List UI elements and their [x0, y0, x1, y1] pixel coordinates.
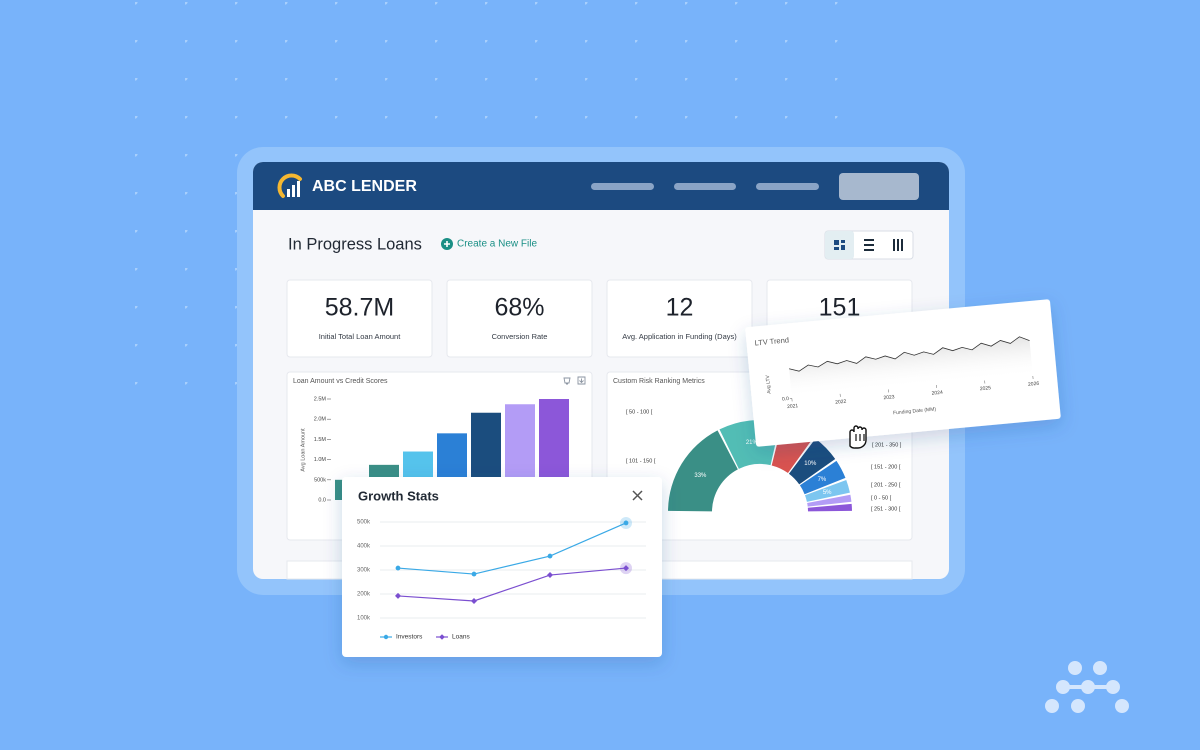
create-button[interactable]: Create a New File: [441, 238, 537, 250]
kpi-card: [286, 279, 433, 358]
y-tick-label: 1.0M: [314, 457, 327, 463]
series-line: [397, 522, 627, 575]
kpi-label: Initial Total Loan Amount: [319, 332, 402, 341]
grid-view[interactable]: [825, 231, 854, 259]
hand-cursor: [849, 425, 867, 449]
nav-button[interactable]: [839, 173, 919, 200]
legend-marker: [383, 634, 389, 640]
nav-item[interactable]: [756, 183, 819, 190]
growth-title: Growth Stats: [358, 488, 439, 503]
y-tick-label: 200k: [357, 592, 371, 598]
pie-segment: [788, 438, 836, 485]
point: [395, 592, 401, 599]
pie-segment: [799, 460, 846, 495]
nav-item[interactable]: [591, 183, 654, 190]
kpi-value: 68%: [494, 294, 544, 322]
kpi-label: Avg. Application in Funding (Days): [622, 332, 737, 341]
y-tick-label: 2.5M: [314, 396, 327, 402]
chart-title: Loan Amount vs Credit Scores: [293, 378, 388, 385]
legend-marker: [439, 634, 445, 640]
chart-title: LTV Trend: [754, 335, 789, 347]
point: [623, 520, 629, 526]
segment-label: 5%: [823, 490, 832, 496]
view-toggle: [824, 230, 914, 260]
y-tick-label: 500k: [314, 477, 326, 483]
legend-label: [ 50 - 100 [: [626, 409, 653, 415]
column-view[interactable]: [893, 239, 903, 251]
point: [471, 597, 477, 604]
x-tick-label: 2025: [980, 385, 992, 392]
dot-pattern: [120, 0, 880, 150]
close-button[interactable]: [632, 490, 643, 501]
risk-chart: Custom Risk Ranking Metrics 33% 21% 10% 7% 5%…: [613, 378, 902, 513]
ltv-card: LTV Trend Avg LTV Funding Date (MM) 0.02021…: [745, 299, 1061, 447]
y-tick-label: 400k: [357, 544, 371, 550]
kpi-card: [446, 279, 593, 358]
chart-title: Custom Risk Ranking Metrics: [613, 378, 705, 385]
legend-label: Loans: [452, 634, 470, 641]
kpi-value: 12: [666, 294, 694, 322]
segment-label: 7%: [818, 477, 827, 483]
legend-label: Investors: [396, 634, 423, 641]
legend-label: [ 251 - 300 [: [871, 506, 901, 512]
y-tick-label: 100k: [357, 616, 371, 622]
point: [547, 553, 553, 559]
bell-icon[interactable]: [563, 377, 571, 385]
segment-label: 10%: [804, 461, 817, 467]
x-tick-label: 2021: [787, 403, 799, 410]
y-tick-label: 0.0: [318, 497, 326, 503]
y-tick-label: 0.0: [782, 396, 790, 403]
page-title: In Progress Loans: [288, 235, 422, 253]
line: [789, 336, 1030, 372]
kpi-value: 151: [819, 294, 861, 322]
series-line: [397, 567, 627, 602]
y-tick-label: 1.5M: [314, 437, 327, 443]
point: [395, 565, 401, 571]
legend-label: [ 151 - 200 [: [871, 464, 901, 470]
x-tick-label: 2022: [835, 399, 847, 406]
pie-segment: [807, 494, 852, 507]
point: [471, 571, 477, 577]
y-tick-label: 2.0M: [314, 417, 327, 423]
point: [623, 565, 629, 572]
line-area: [789, 336, 1033, 399]
y-axis-label: Avg LTV: [765, 374, 773, 394]
logo: [277, 173, 302, 198]
brand-mark: [1045, 661, 1129, 713]
segment-label: 21%: [746, 440, 759, 446]
y-tick-label: 500k: [357, 520, 371, 526]
kpi-label: Conversion Rate: [492, 332, 548, 341]
growth-card: Growth Stats 100k 200k 300k 400k 500k Investo…: [342, 477, 662, 657]
download-icon[interactable]: [577, 376, 586, 385]
kpi-card: [606, 279, 753, 358]
brand: ABC LENDER: [312, 178, 417, 195]
legend-label: [ 201 - 250 [: [871, 482, 901, 488]
x-tick-label: 2024: [931, 390, 943, 397]
pie-segment: [804, 479, 850, 502]
y-axis-label: Avg Loan Amount: [300, 428, 306, 472]
x-axis-label: Funding Date (MM): [893, 406, 937, 416]
dot-pattern: [120, 150, 240, 400]
nav-item[interactable]: [674, 183, 736, 190]
kpi-value: 58.7M: [325, 294, 394, 322]
legend-label: [ 0 - 50 [: [871, 495, 892, 501]
y-tick-label: 300k: [357, 568, 371, 574]
list-view[interactable]: [864, 239, 874, 251]
segment-label: 33%: [694, 473, 707, 479]
x-tick-label: 2023: [883, 394, 895, 401]
pie-segment: [807, 503, 852, 512]
create-label[interactable]: Create a New File: [457, 239, 537, 250]
pie-segment: [668, 430, 738, 512]
point: [547, 572, 553, 579]
legend-label: [ 201 - 350 ]: [872, 442, 902, 448]
legend-label: [ 101 - 150 [: [626, 458, 656, 464]
x-tick-label: 2026: [1028, 381, 1040, 388]
